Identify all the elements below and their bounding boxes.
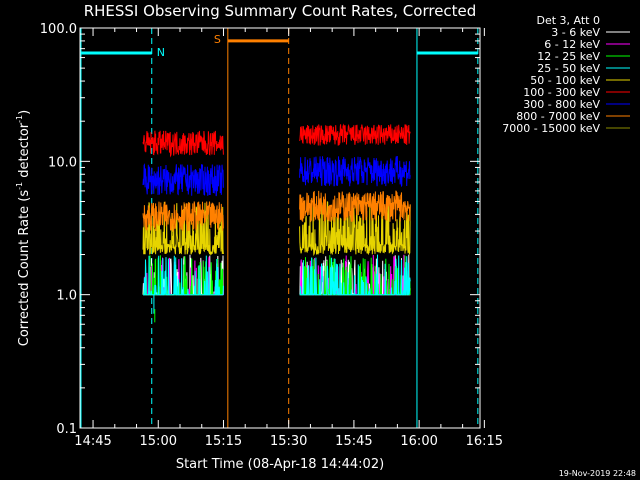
x-tick-label: 15:00 <box>140 434 177 449</box>
legend-title: Det 3, Att 0 <box>537 14 601 27</box>
x-tick-label: 15:30 <box>270 434 307 449</box>
legend-label: 300 - 800 keV <box>523 98 600 111</box>
series-trace <box>142 201 224 256</box>
plot-frame <box>79 27 481 429</box>
legend-label: 7000 - 15000 keV <box>502 122 600 135</box>
series-trace <box>299 190 411 223</box>
legend-label: 25 - 50 keV <box>537 62 600 75</box>
x-tick-label: 14:45 <box>74 434 111 449</box>
chart-title: RHESSI Observing Summary Count Rates, Co… <box>84 2 477 20</box>
flag-N-label: N <box>157 46 165 59</box>
series-trace <box>299 254 411 296</box>
legend-label: 100 - 300 keV <box>523 86 600 99</box>
y-axis-label-main: Corrected Count Rate (s <box>17 190 32 347</box>
axes: 14:45 15:00 15:15 15:30 15:45 16:00 16:15 0.1 1.… <box>40 22 503 449</box>
legend-label: 6 - 12 keV <box>544 38 600 51</box>
y-axis-label-mid: detector <box>17 122 32 182</box>
series-trace <box>142 130 224 158</box>
series-trace <box>142 163 224 197</box>
x-tick-label: 16:15 <box>466 434 503 449</box>
legend-label: 800 - 7000 keV <box>516 110 600 123</box>
y-axis-label-end: ) <box>17 110 32 115</box>
legend-label: 12 - 25 keV <box>537 50 600 63</box>
y-axis-label-sup1: -1 <box>15 182 24 190</box>
x-tick-label: 15:45 <box>335 434 372 449</box>
y-axis-label: Corrected Count Rate (s-1 detector-1) <box>15 110 32 346</box>
y-axis-label-sup2: -1 <box>15 115 24 123</box>
flag-S-label: S <box>214 33 221 46</box>
series-trace <box>299 201 411 257</box>
observing-overlays: NS <box>80 28 479 428</box>
y-tick-label: 100.0 <box>40 22 77 37</box>
series-trace <box>299 123 411 146</box>
legend-label: 50 - 100 keV <box>530 74 600 87</box>
series-data <box>142 123 411 323</box>
y-tick-label: 10.0 <box>48 155 77 170</box>
series-trace <box>143 255 224 296</box>
footer-timestamp: 19-Nov-2019 22:48 <box>559 469 636 478</box>
legend-label: 3 - 6 keV <box>551 26 600 39</box>
y-tick-label: 1.0 <box>56 289 77 304</box>
series-trace <box>142 201 224 232</box>
x-tick-label: 16:00 <box>400 434 437 449</box>
x-tick-label: 15:15 <box>205 434 242 449</box>
series-trace <box>299 155 411 188</box>
y-tick-label: 0.1 <box>56 422 77 437</box>
x-axis-label: Start Time (08-Apr-18 14:44:02) <box>176 457 384 472</box>
